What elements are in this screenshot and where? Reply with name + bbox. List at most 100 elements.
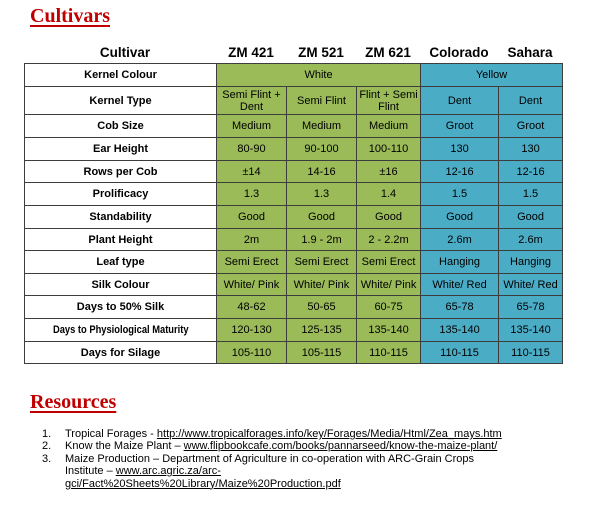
table-cell: 110-115: [420, 341, 500, 364]
list-item-prefix: Tropical Forages -: [65, 428, 157, 440]
table-cell: 1.4: [355, 182, 422, 206]
table-cell: 105-110: [216, 341, 287, 364]
list-item-line2-text: Institute –: [65, 465, 116, 478]
row-label: Kernel Type: [24, 86, 217, 115]
table-cell: 2.6m: [420, 228, 500, 251]
table-cell: Semi Flint + Dent: [216, 86, 287, 115]
maize-production-link-line2[interactable]: gci/Fact%20Sheets%20Library/Maize%20Prod…: [65, 477, 341, 490]
table-cell: 110-115: [498, 341, 564, 364]
table-cell: 90-100: [286, 137, 357, 161]
row-label-text: Days to Physiological Maturity: [52, 324, 189, 336]
tropical-forages-link[interactable]: http://www.tropicalforages.info/key/Fora…: [156, 428, 502, 440]
table-row: Days to 50% Silk 48-62 50-65 60-75 65-78…: [24, 295, 564, 319]
table-cell: Flint + Semi Flint: [355, 86, 422, 115]
table-cell: Semi Flint: [286, 86, 357, 115]
row-label: Prolificacy: [24, 182, 217, 206]
table-cell: 65-78: [498, 295, 564, 319]
row-label: Cob Size: [24, 114, 217, 138]
table-row: Rows per Cob ±14 14-16 ±16 12-16 12-16: [24, 160, 564, 183]
table-cell: Good: [216, 205, 287, 229]
table-cell: 60-75: [355, 295, 422, 319]
table-cell: 48-62: [216, 295, 287, 319]
table-cell: 2m: [216, 228, 287, 251]
table-cell: Semi Erect: [286, 250, 357, 274]
table-cell: 100-110: [355, 137, 422, 161]
row-label: Kernel Colour: [24, 63, 217, 87]
table-cell: 2 - 2.2m: [355, 228, 422, 251]
table-row: Kernel Colour White Yellow: [24, 63, 564, 87]
table-cell: White/ Pink: [216, 273, 287, 296]
resources-list: 1. Tropical Forages - http://www.tropica…: [42, 428, 532, 490]
table-cell: 135-140: [355, 318, 422, 342]
column-header-sahara: Sahara: [507, 45, 553, 60]
list-item: 1. Tropical Forages - http://www.tropica…: [42, 428, 532, 440]
table-cell: 105-115: [286, 341, 357, 364]
table-cell: Dent: [498, 86, 564, 115]
column-header-zm421: ZM 421: [228, 45, 274, 60]
table-cell: ±16: [355, 160, 422, 183]
cultivars-table-block: Cultivar ZM 421 ZM 521 ZM 621 Colorado S…: [24, 42, 564, 364]
row-label: Days to Physiological Maturity: [24, 318, 217, 342]
table-cell: White/ Pink: [355, 273, 422, 296]
table-cell: 65-78: [420, 295, 500, 319]
list-item-line1: Maize Production – Department of Agricul…: [65, 452, 475, 465]
resources-heading: Resources: [30, 391, 117, 413]
list-number: 1.: [42, 428, 52, 440]
table-row: Silk Colour White/ Pink White/ Pink Whit…: [24, 273, 564, 296]
table-cell: 110-115: [355, 341, 422, 364]
table-cell: 135-140: [498, 318, 564, 342]
table-cell: Good: [355, 205, 422, 229]
row-label: Plant Height: [24, 228, 217, 251]
table-cell: 12-16: [498, 160, 564, 183]
table-row: Plant Height 2m 1.9 - 2m 2 - 2.2m 2.6m 2…: [24, 228, 564, 251]
table-cell-merged-white: White: [215, 63, 422, 87]
table-row: Ear Height 80-90 90-100 100-110 130 130: [24, 137, 564, 161]
table-cell: 120-130: [216, 318, 287, 342]
table-cell: Good: [286, 205, 357, 229]
row-label: Days for Silage: [24, 341, 217, 364]
cultivars-table: Kernel Colour White Yellow Kernel Type S…: [24, 63, 564, 364]
cultivars-heading: Cultivars: [30, 5, 110, 27]
table-cell: Groot: [420, 114, 500, 138]
table-cell: 2.6m: [498, 228, 564, 251]
table-cell: Groot: [498, 114, 564, 138]
table-cell: 130: [498, 137, 564, 161]
list-item: 3. Maize Production – Department of Agri…: [42, 453, 532, 490]
table-cell: Hanging: [498, 250, 564, 274]
table-cell: 14-16: [286, 160, 357, 183]
maize-production-link-line1[interactable]: www.arc.agric.za/arc-: [115, 465, 221, 478]
table-cell: Dent: [420, 86, 500, 115]
table-cell: 130: [420, 137, 500, 161]
list-number: 3.: [42, 452, 52, 465]
table-cell: Semi Erect: [216, 250, 287, 274]
table-cell: Medium: [355, 114, 422, 138]
table-cell: White/ Red: [498, 273, 564, 296]
list-item-text: Know the Maize Plant – www.flipbookcafe.…: [65, 440, 532, 452]
table-row: Days to Physiological Maturity 120-130 1…: [24, 318, 564, 342]
table-row: Prolificacy 1.3 1.3 1.4 1.5 1.5: [24, 182, 564, 206]
table-cell: Good: [420, 205, 500, 229]
table-cell: Hanging: [420, 250, 500, 274]
table-cell: 1.5: [420, 182, 500, 206]
list-item-prefix: Know the Maize Plant –: [65, 440, 184, 453]
table-cell: 1.5: [498, 182, 564, 206]
table-cell: Medium: [216, 114, 287, 138]
row-label: Rows per Cob: [24, 160, 217, 183]
row-label: Standability: [24, 205, 217, 229]
know-the-maize-plant-link[interactable]: www.flipbookcafe.com/books/pannarseed/kn…: [183, 440, 498, 453]
list-item: 2. Know the Maize Plant – www.flipbookca…: [42, 440, 532, 452]
table-cell-merged-yellow: Yellow: [420, 63, 564, 87]
row-label: Leaf type: [24, 250, 217, 274]
table-cell: Medium: [286, 114, 357, 138]
table-row: Kernel Type Semi Flint + Dent Semi Flint…: [24, 86, 564, 115]
table-cell: White/ Red: [420, 273, 500, 296]
table-column-headers: Cultivar ZM 421 ZM 521 ZM 621 Colorado S…: [24, 42, 562, 63]
column-header-cultivar: Cultivar: [99, 45, 151, 60]
table-cell: 50-65: [286, 295, 357, 319]
row-label: Days to 50% Silk: [24, 295, 217, 319]
row-label: Ear Height: [24, 137, 217, 161]
table-row: Leaf type Semi Erect Semi Erect Semi Ere…: [24, 250, 564, 274]
table-cell: Semi Erect: [355, 250, 422, 274]
row-label: Silk Colour: [24, 273, 217, 296]
table-cell: 1.9 - 2m: [286, 228, 357, 251]
